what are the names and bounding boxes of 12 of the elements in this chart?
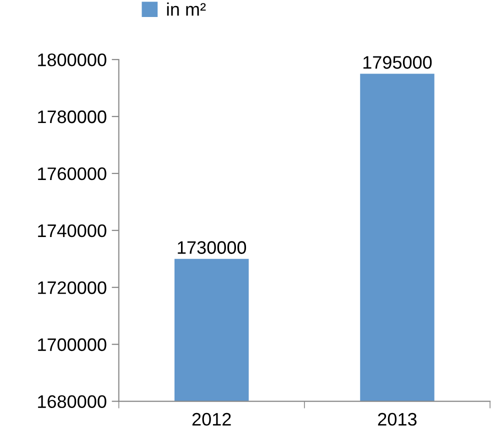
x-tick-label: 2013 — [378, 412, 417, 426]
y-tick-label: 1760000 — [38, 167, 106, 180]
y-tick-label: 1720000 — [38, 281, 106, 294]
y-tick-label: 1740000 — [38, 224, 106, 238]
y-tick-label: 1700000 — [38, 338, 106, 352]
legend-label: in m² — [167, 2, 206, 16]
y-tick-label: 1680000 — [38, 395, 106, 408]
x-tick-label: 2012 — [192, 412, 231, 426]
data-label: 1730000 — [178, 241, 246, 254]
y-tick-label: 1800000 — [38, 53, 106, 66]
data-label: 1795000 — [363, 56, 432, 69]
y-tick-label: 1780000 — [38, 110, 106, 124]
